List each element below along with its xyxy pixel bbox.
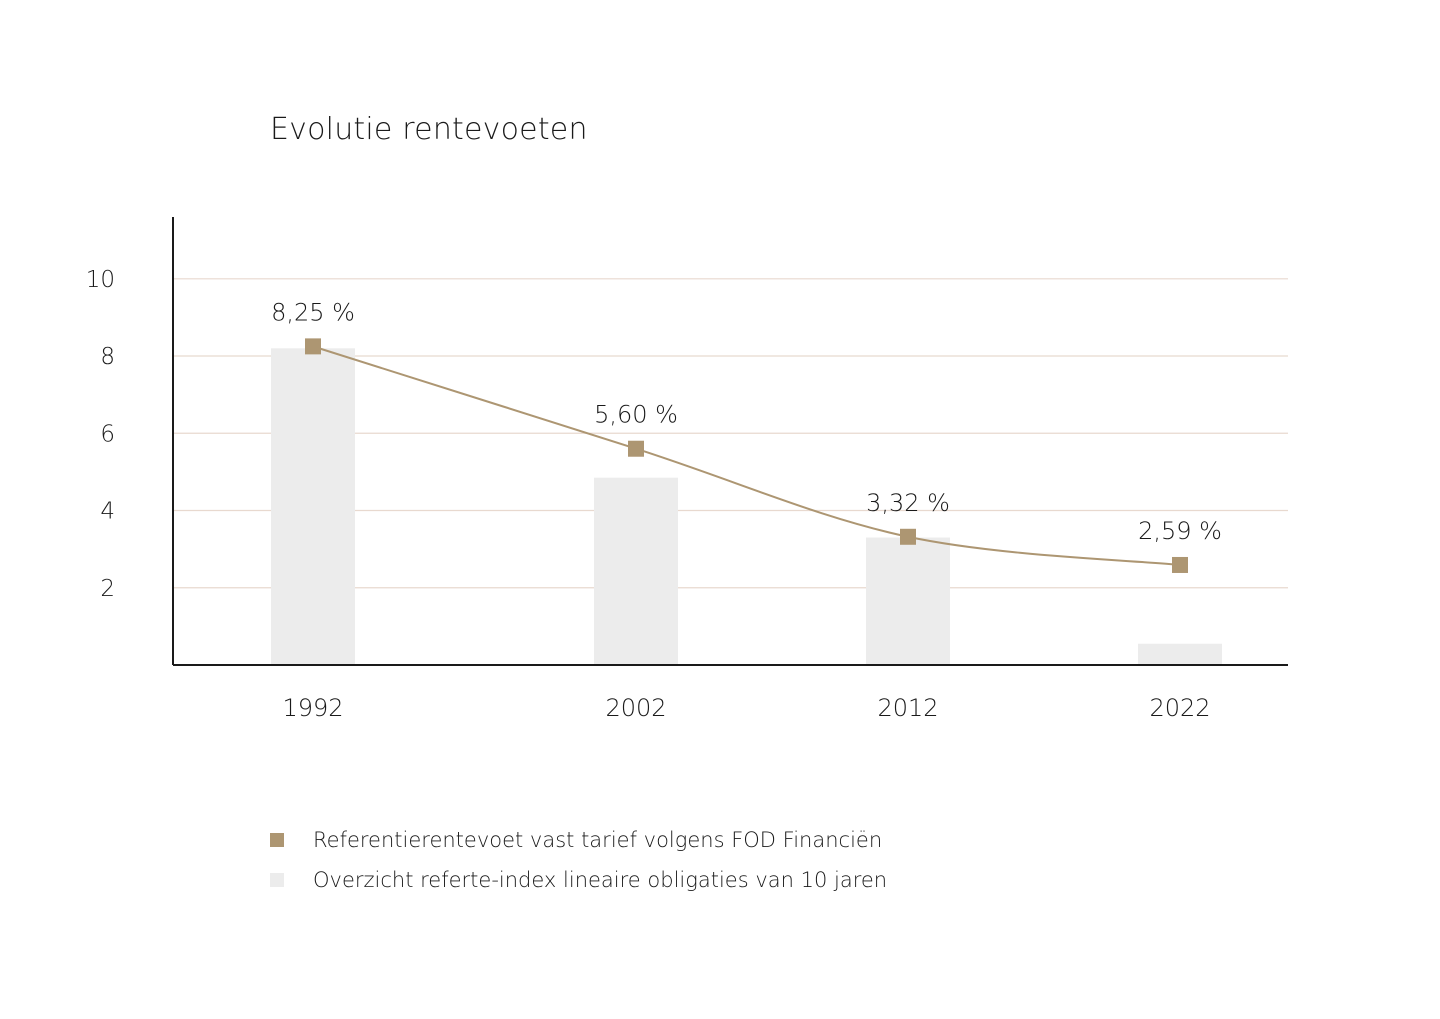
legend-label: Referentierentevoet vast tarief volgens … bbox=[313, 828, 883, 852]
x-tick-label: 2002 bbox=[605, 694, 666, 722]
y-tick-label: 4 bbox=[100, 499, 115, 525]
labels: 2 4 6 8 10 1992 2002 2012 2022 8,25 % 5,60 % 3,32 %… bbox=[86, 267, 1222, 722]
legend-square-marker-icon bbox=[270, 833, 284, 847]
grid-lines bbox=[173, 278, 1288, 589]
line-marker bbox=[1172, 556, 1188, 573]
legend-item-line[interactable]: Referentierentevoet vast tarief volgens … bbox=[270, 820, 887, 860]
line-path bbox=[312, 345, 1181, 566]
data-label: 8,25 % bbox=[271, 298, 355, 326]
bar-series bbox=[271, 348, 1222, 665]
bar bbox=[271, 348, 355, 665]
legend-bar-swatch-icon bbox=[270, 873, 284, 887]
axes bbox=[172, 217, 1288, 666]
legend: Referentierentevoet vast tarief volgens … bbox=[270, 820, 887, 900]
y-tick-label: 6 bbox=[100, 421, 115, 447]
line-marker bbox=[628, 440, 644, 457]
x-tick-label: 1992 bbox=[282, 694, 343, 722]
x-tick-label: 2012 bbox=[877, 694, 938, 722]
data-label: 5,60 % bbox=[594, 401, 678, 429]
bar bbox=[866, 537, 950, 665]
y-tick-label: 8 bbox=[100, 344, 115, 370]
legend-item-bar[interactable]: Overzicht referte-index lineaire obligat… bbox=[270, 860, 887, 900]
bar bbox=[1138, 643, 1222, 665]
line-marker bbox=[900, 528, 916, 545]
x-tick-label: 2022 bbox=[1149, 694, 1210, 722]
data-label: 2,59 % bbox=[1138, 517, 1222, 545]
legend-label: Overzicht referte-index lineaire obligat… bbox=[313, 868, 888, 892]
y-tick-label: 10 bbox=[86, 267, 115, 293]
chart-title: Evolutie rentevoeten bbox=[270, 112, 588, 147]
line-series bbox=[305, 338, 1188, 573]
data-label: 3,32 % bbox=[866, 489, 950, 517]
bar bbox=[594, 477, 678, 665]
y-tick-label: 2 bbox=[100, 576, 115, 602]
line-marker bbox=[305, 338, 321, 355]
